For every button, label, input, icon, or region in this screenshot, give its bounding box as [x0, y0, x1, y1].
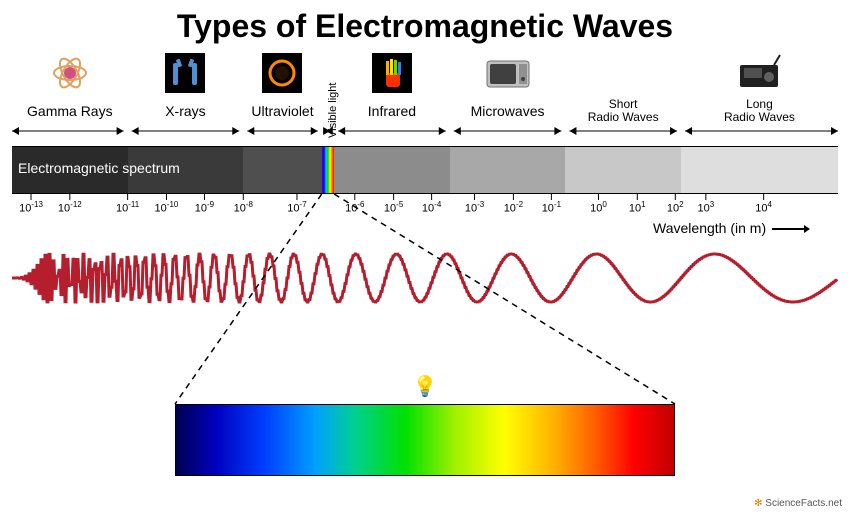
wavelength-tick: 104 — [755, 200, 772, 215]
wavelength-tick: 10-2 — [504, 200, 523, 215]
band-label: X-rays — [128, 100, 244, 122]
wavelength-tick: 10-8 — [234, 200, 253, 215]
wavelength-tick: 10-10 — [155, 200, 179, 215]
band-label: ShortRadio Waves — [565, 100, 681, 122]
spectrum-segment — [565, 147, 681, 193]
credit-label: ✻ ScienceFacts.net — [754, 498, 842, 509]
wavelength-tick: 10-1 — [542, 200, 561, 215]
lightbulb-icon: 💡 — [413, 374, 438, 399]
wave-diagram — [12, 248, 838, 308]
band-icon-ultraviolet — [243, 50, 321, 96]
spectrum-bar-label: Electromagnetic spectrum — [18, 160, 180, 176]
band-label: Gamma Rays — [12, 100, 128, 122]
spectrum-segment — [243, 147, 321, 193]
band-icon-short-radio-waves — [565, 50, 681, 96]
band-labels-row: Gamma RaysX-raysUltraviolet InfraredMicro… — [12, 100, 838, 122]
axis-label: Wavelength (in m) — [653, 220, 810, 236]
wavelength-tick: 10-7 — [287, 200, 306, 215]
wavelength-tick: 10-9 — [195, 200, 214, 215]
visible-spectrum-rainbow — [175, 404, 675, 476]
wavelength-tick: 10-5 — [384, 200, 403, 215]
wavelength-tick: 100 — [590, 200, 607, 215]
band-label: LongRadio Waves — [681, 100, 838, 122]
wavelength-tick: 10-6 — [345, 200, 364, 215]
wavelength-tick: 102 — [667, 200, 684, 215]
spectrum-segment — [322, 147, 334, 193]
wavelength-tick: 10-11 — [116, 200, 139, 215]
spectrum-segment — [450, 147, 566, 193]
band-icon-long-radio-waves — [681, 50, 838, 96]
band-icon-gamma-rays — [12, 50, 128, 96]
spectrum-segment — [334, 147, 450, 193]
band-label: Infrared — [334, 100, 450, 122]
page-title: Types of Electromagnetic Waves — [0, 0, 850, 45]
band-icon-microwaves — [450, 50, 566, 96]
wavelength-ticks: 10-13 10-12 10-11 10-10 10-9 10-8 10-7 10-6 10-5… — [12, 200, 838, 220]
wavelength-tick: 103 — [697, 200, 714, 215]
wavelength-tick: 101 — [629, 200, 646, 215]
wavelength-tick: 10-13 — [19, 200, 43, 215]
range-arrows — [12, 122, 838, 140]
band-icon-x-rays — [128, 50, 244, 96]
wavelength-tick: 10-4 — [422, 200, 441, 215]
icons-row — [12, 50, 838, 96]
band-label: Ultraviolet — [243, 100, 321, 122]
wavelength-tick: 10-12 — [58, 200, 82, 215]
wavelength-tick: 10-3 — [465, 200, 484, 215]
band-label: Microwaves — [450, 100, 566, 122]
band-icon-infrared — [334, 50, 450, 96]
spectrum-segment — [681, 147, 838, 193]
